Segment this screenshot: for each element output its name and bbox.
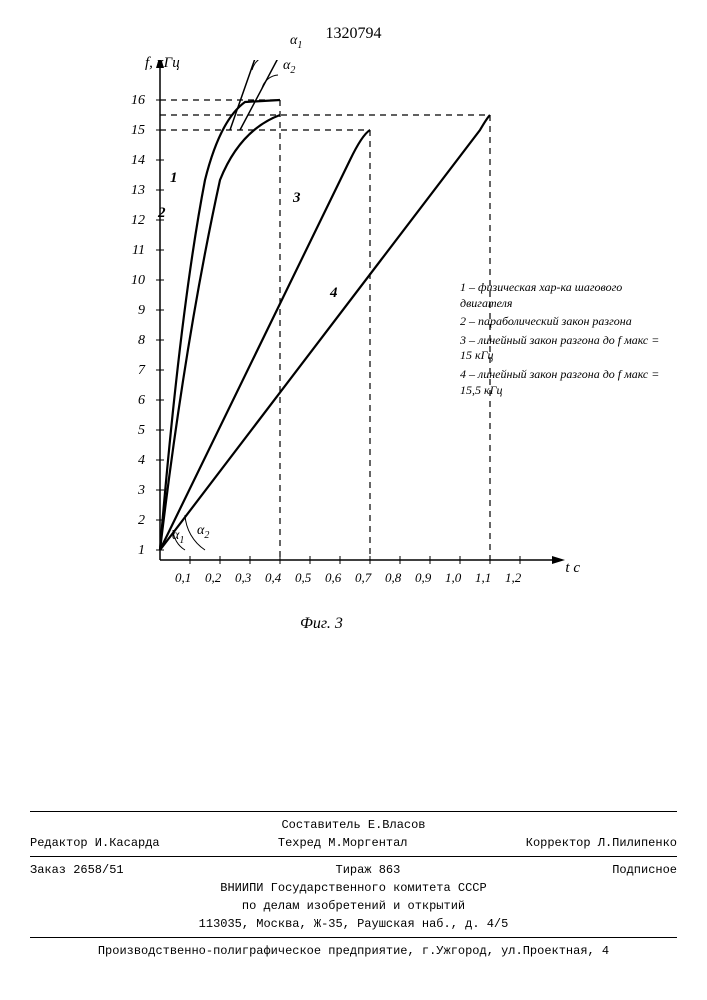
curve-label-2: 2 xyxy=(158,205,166,222)
alpha2-top: α2 xyxy=(283,58,295,76)
footer-org1: ВНИИПИ Государственного комитета СССР xyxy=(30,879,677,897)
footer-order: Заказ 2658/51 xyxy=(30,863,124,877)
legend-item-2: 2 – параболический закон разгона xyxy=(460,314,670,330)
y-tick-13: 13 xyxy=(131,183,145,199)
x-tick-10: 1,0 xyxy=(445,570,461,586)
page-number: 1320794 xyxy=(326,25,382,43)
x-tick-05: 0,5 xyxy=(295,570,311,586)
x-tick-06: 0,6 xyxy=(325,570,341,586)
legend-item-4: 4 – линейный закон разгона до f макс = 1… xyxy=(460,367,670,398)
x-tick-07: 0,7 xyxy=(355,570,371,586)
curve-label-4: 4 xyxy=(330,285,338,302)
chart: f, кГц 16 15 14 13 12 11 10 9 8 7 6 5 4 … xyxy=(70,60,630,640)
y-tick-6: 6 xyxy=(138,393,145,409)
y-tick-3: 3 xyxy=(138,483,145,499)
y-axis-title: f, кГц xyxy=(145,55,180,72)
y-tick-8: 8 xyxy=(138,333,145,349)
y-tick-4: 4 xyxy=(138,453,145,469)
footer-org2: по делам изобретений и открытий xyxy=(30,897,677,915)
y-tick-14: 14 xyxy=(131,153,145,169)
x-tick-01: 0,1 xyxy=(175,570,191,586)
y-tick-12: 12 xyxy=(131,213,145,229)
y-tick-5: 5 xyxy=(138,423,145,439)
legend: 1 – физическая хар-ка шагового двигателя… xyxy=(460,280,670,401)
figure-label: Фиг. 3 xyxy=(300,615,343,633)
x-tick-04: 0,4 xyxy=(265,570,281,586)
legend-item-3: 3 – линейный закон разгона до f макс = 1… xyxy=(460,333,670,364)
footer-address: 113035, Москва, Ж-35, Раушская наб., д. … xyxy=(30,915,677,933)
footer-tirage: Тираж 863 xyxy=(336,863,401,877)
y-tick-9: 9 xyxy=(138,303,145,319)
y-tick-7: 7 xyxy=(138,363,145,379)
x-tick-03: 0,3 xyxy=(235,570,251,586)
curve-label-3: 3 xyxy=(293,190,301,207)
footer: Составитель Е.Власов Редактор И.Касарда … xyxy=(30,807,677,960)
footer-techred: Техред М.Моргентал xyxy=(278,836,408,850)
alpha1-bottom: α1 xyxy=(172,528,184,546)
x-tick-11: 1,1 xyxy=(475,570,491,586)
x-tick-08: 0,8 xyxy=(385,570,401,586)
x-tick-09: 0,9 xyxy=(415,570,431,586)
y-tick-10: 10 xyxy=(131,273,145,289)
footer-subscription: Подписное xyxy=(612,863,677,877)
footer-printer: Производственно-полиграфическое предприя… xyxy=(30,942,677,960)
y-tick-11: 11 xyxy=(132,243,145,259)
x-axis-title: t c xyxy=(565,560,580,577)
x-tick-02: 0,2 xyxy=(205,570,221,586)
footer-editor: Редактор И.Касарда xyxy=(30,836,160,850)
legend-item-1: 1 – физическая хар-ка шагового двигателя xyxy=(460,280,670,311)
footer-compiler: Составитель Е.Власов xyxy=(30,816,677,834)
alpha1-top: α1 xyxy=(290,33,302,51)
footer-corrector: Корректор Л.Пилипенко xyxy=(526,836,677,850)
alpha2-bottom: α2 xyxy=(197,523,209,541)
y-tick-16: 16 xyxy=(131,93,145,109)
y-tick-15: 15 xyxy=(131,123,145,139)
curve-label-1: 1 xyxy=(170,170,178,187)
x-tick-12: 1,2 xyxy=(505,570,521,586)
y-tick-2: 2 xyxy=(138,513,145,529)
y-tick-1: 1 xyxy=(138,543,145,559)
